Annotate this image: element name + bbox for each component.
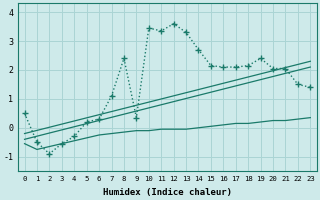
X-axis label: Humidex (Indice chaleur): Humidex (Indice chaleur) (103, 188, 232, 197)
